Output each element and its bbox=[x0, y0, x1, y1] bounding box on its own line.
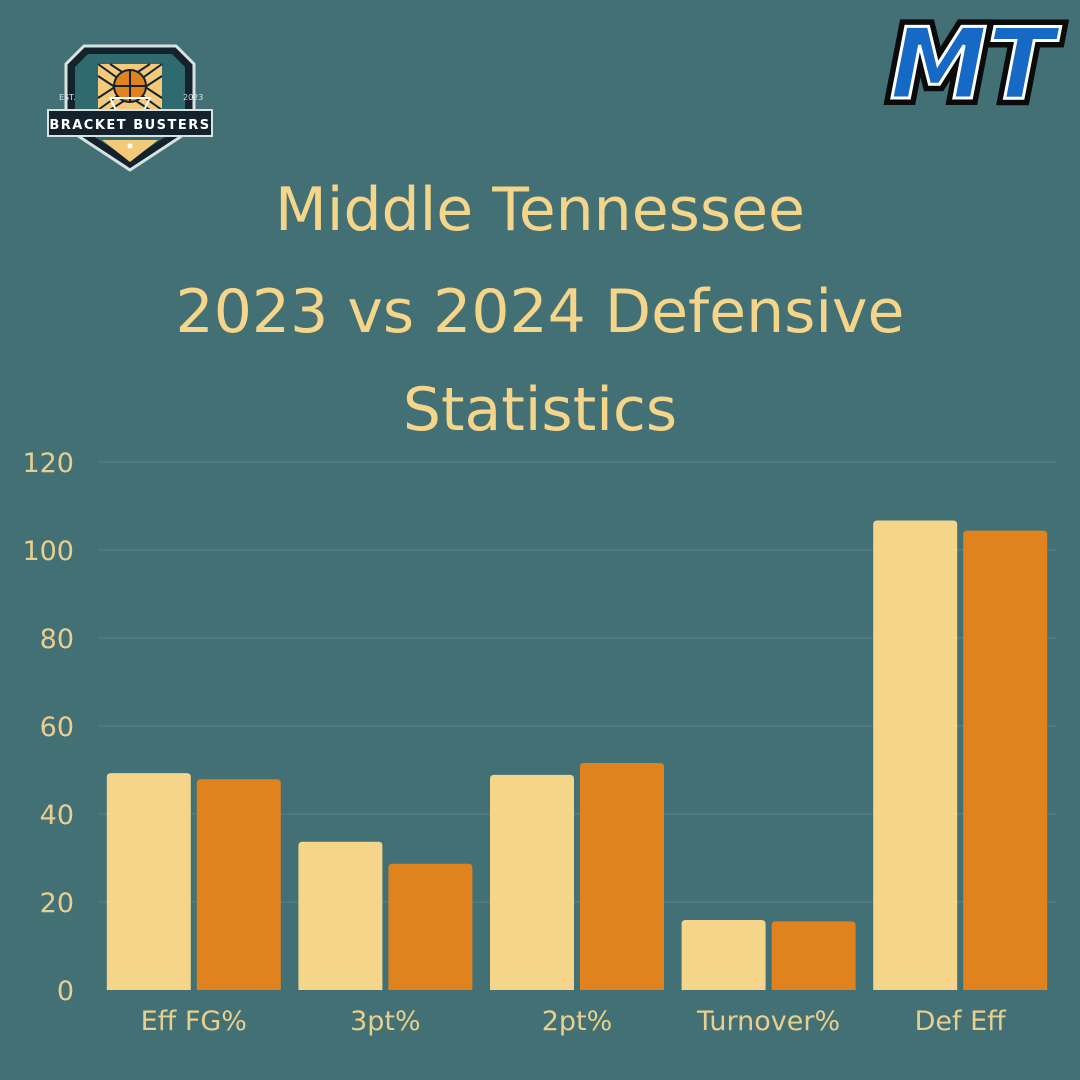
chart-title-line-3: Statistics bbox=[402, 375, 678, 445]
y-tick-label: 40 bbox=[40, 800, 74, 831]
bar bbox=[196, 779, 281, 990]
x-tick-label: Turnover% bbox=[696, 1006, 840, 1037]
y-tick-label: 100 bbox=[22, 536, 74, 567]
bar bbox=[490, 774, 574, 990]
x-tick-label: Eff FG% bbox=[141, 1006, 247, 1037]
logo-year-text: 2023 bbox=[183, 93, 203, 102]
bracket-busters-logo: EST. 2023 BRACKET BUSTERS bbox=[47, 44, 213, 172]
bar bbox=[106, 773, 191, 990]
y-tick-label: 120 bbox=[22, 448, 74, 479]
bar bbox=[873, 520, 958, 990]
y-axis-ticks: 0 20 40 60 80 100 120 bbox=[22, 448, 74, 1007]
x-axis-ticks: Eff FG% 3pt% 2pt% Turnover% Def Eff bbox=[141, 1006, 1008, 1037]
mt-logo-outline: MT bbox=[890, 8, 1062, 122]
chart-title-line-1: Middle Tennessee bbox=[275, 175, 805, 245]
bar bbox=[963, 530, 1048, 990]
logo-est-text: EST. bbox=[59, 93, 76, 102]
chart-title-line-2: 2023 vs 2024 Defensive bbox=[175, 277, 905, 347]
mt-logo-letters: MT bbox=[890, 8, 1062, 122]
x-tick-label: 2pt% bbox=[542, 1006, 613, 1037]
mt-logo: MT MT bbox=[883, 4, 1069, 129]
bar bbox=[771, 921, 856, 990]
bar bbox=[580, 762, 664, 990]
bar bbox=[681, 920, 766, 990]
y-tick-label: 80 bbox=[40, 624, 74, 655]
bar bbox=[388, 863, 473, 990]
y-tick-label: 0 bbox=[57, 976, 74, 1007]
bars bbox=[106, 520, 1048, 990]
bar bbox=[298, 841, 383, 990]
logo-name-text: BRACKET BUSTERS bbox=[49, 118, 210, 133]
y-tick-label: 60 bbox=[40, 712, 74, 743]
x-tick-label: 3pt% bbox=[350, 1006, 421, 1037]
x-tick-label: Def Eff bbox=[915, 1006, 1008, 1037]
y-tick-label: 20 bbox=[40, 888, 74, 919]
